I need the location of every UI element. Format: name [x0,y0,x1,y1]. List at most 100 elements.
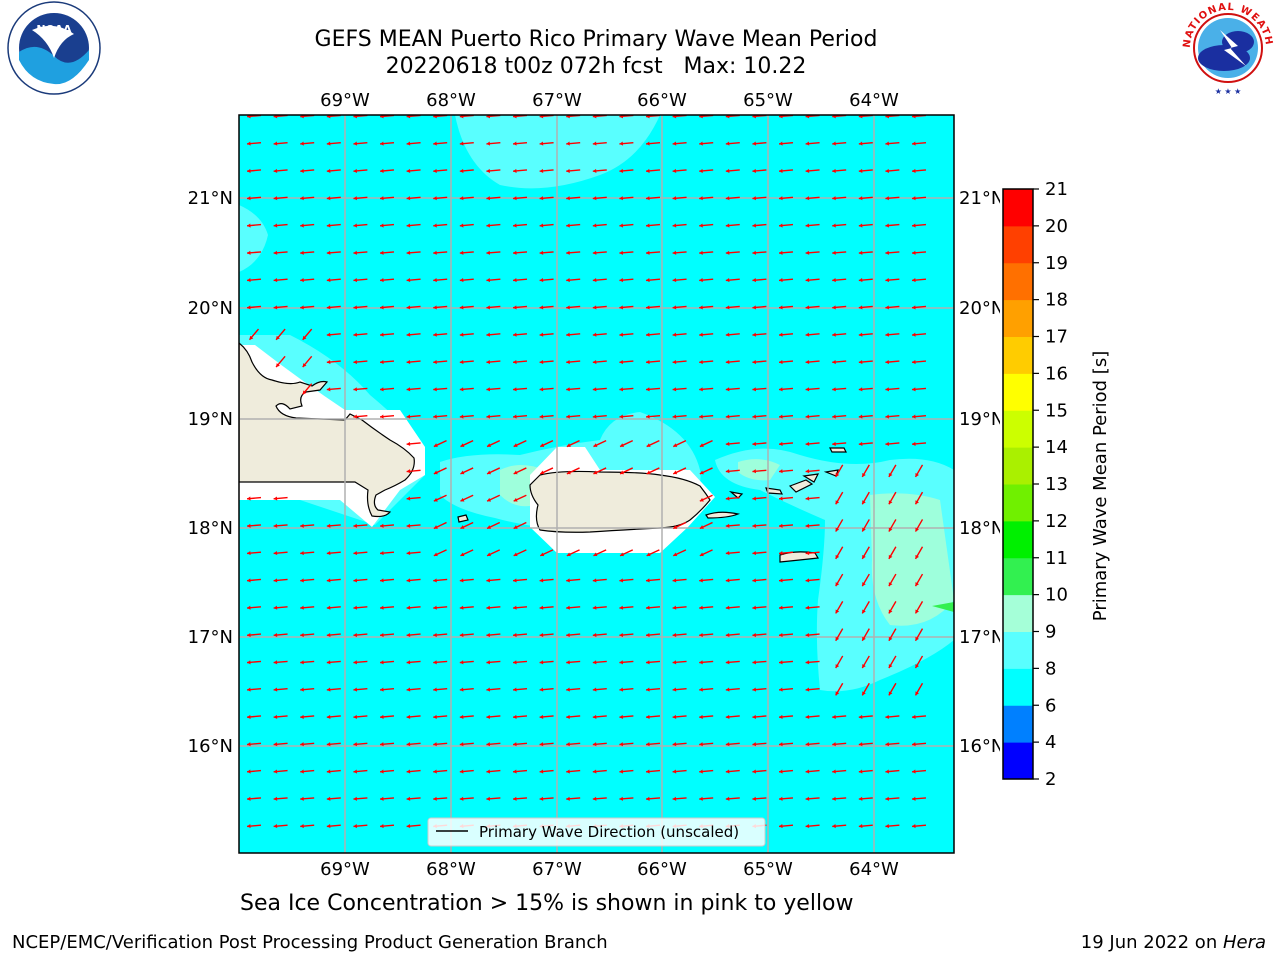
wave-arrow-head [805,115,810,119]
wave-arrow-head [699,443,704,447]
wave-arrow-head [805,387,810,392]
wave-arrow-head [302,335,307,340]
wave-arrow-head [858,359,863,365]
wave-arrow-head [300,687,304,692]
wave-arrow-head [273,714,278,719]
wave-arrow-head [805,305,810,310]
wave-arrow-head [699,359,703,365]
wave-arrow-head [566,714,570,719]
wave-arrow-head [915,582,919,587]
wave-arrow-head [433,742,437,747]
wave-arrow-head [912,250,916,255]
wave-arrow-head [912,414,916,419]
wave-arrow-head [326,578,331,583]
wave-arrow-head [353,605,358,610]
wave-arrow-head [620,443,625,447]
wave-arrow-head [273,632,278,638]
wave-arrow-head [433,168,437,173]
wave-arrow-head [672,742,677,747]
wave-arrow-head [752,168,757,173]
wave-arrow-head [912,796,916,801]
wave-arrow-head [406,796,411,801]
wave-arrow-head [699,470,704,475]
wave-arrow-head [486,578,491,583]
wave-arrow-head [300,605,304,610]
lat-label: 17°N [959,627,1004,648]
lat-label: 21°N [188,188,233,209]
wave-arrow-head [273,824,278,829]
wave-arrow-head [380,824,384,829]
wave-arrow-head [433,769,437,774]
wave-arrow-head [433,196,437,201]
wave-arrow-head [912,332,916,337]
wave-arrow-head [486,714,491,719]
colorbar-ticks: 2 4 6 8 9 10 11 12 13 14 15 16 17 18 19 20 21 [1033,179,1068,790]
wave-arrow-head [539,387,544,392]
wave-arrow-head [539,714,544,719]
wave-arrow-head [779,523,783,528]
wave-arrow-head [406,824,411,829]
wave-arrow-head [459,687,464,692]
wave-arrow-head [888,582,893,587]
wave-arrow-head [247,742,251,747]
wave-arrow-head [300,632,304,638]
wave-arrow-head [380,141,384,146]
wave-arrow-head [566,578,570,583]
wave-arrow-head [300,223,304,228]
wave-arrow-head [862,664,866,669]
wave-arrow-head [273,796,278,801]
wave-arrow-head [486,332,491,337]
lon-label: 65°W [743,859,793,880]
wave-arrow-head [699,769,703,774]
wave-arrow-head [513,660,517,665]
lon-label: 69°W [320,90,370,111]
wave-arrow-head [459,196,464,201]
wave-arrow-head [619,796,624,801]
puerto-rico-land [529,470,711,533]
wave-arrow-head [725,168,730,173]
wave-arrow-head [672,359,677,365]
wave-arrow-head [566,359,570,365]
wave-arrow-head [832,796,836,801]
wave-arrow-head [592,278,597,283]
wave-arrow-head [805,496,810,501]
wave-arrow-head [406,115,411,119]
wave-arrow-head [487,470,492,475]
wave-arrow-head [273,660,278,665]
wave-arrow-head [752,660,757,665]
colorbar-tick-label: 11 [1045,548,1068,569]
wave-arrow-head [672,578,677,583]
wave-arrow-head [380,551,384,556]
wave-arrow-head [752,414,757,419]
wave-arrow-head [592,769,597,774]
wave-arrow-head [752,551,757,556]
colorbar: 2 4 6 8 9 10 11 12 13 14 15 16 17 18 19 20 21 Primary Wa… [1000,179,1111,790]
wave-arrow-head [862,554,866,559]
colorbar-segment [1003,631,1033,669]
wave-arrow-head [300,305,304,310]
wave-arrow-head [672,605,677,610]
wave-arrow-head [380,387,384,392]
wave-arrow-head [646,278,650,283]
wave-arrow-head [513,525,518,529]
wave-arrow-head [725,742,730,747]
wave-arrow-head [326,387,331,392]
wave-arrow-head [380,523,384,528]
wave-arrow-head [725,359,730,365]
lat-label: 21°N [959,188,1004,209]
wave-arrow-head [779,714,783,719]
wave-arrow-head [566,632,570,638]
wave-arrow-head [885,223,890,228]
gridlines [239,115,954,853]
wave-arrow-head [673,552,678,557]
wave-arrow-head [459,278,464,283]
wave-arrow-head [646,332,650,337]
colorbar-segment [1003,484,1033,522]
wave-arrow-head [862,527,866,532]
wave-arrow-head [540,443,545,447]
wave-arrow-head [247,796,251,801]
wave-arrow-head [433,632,437,638]
wave-arrow-head [592,660,597,665]
wave-arrow-head [486,769,491,774]
wave-arrow-head [699,332,703,337]
